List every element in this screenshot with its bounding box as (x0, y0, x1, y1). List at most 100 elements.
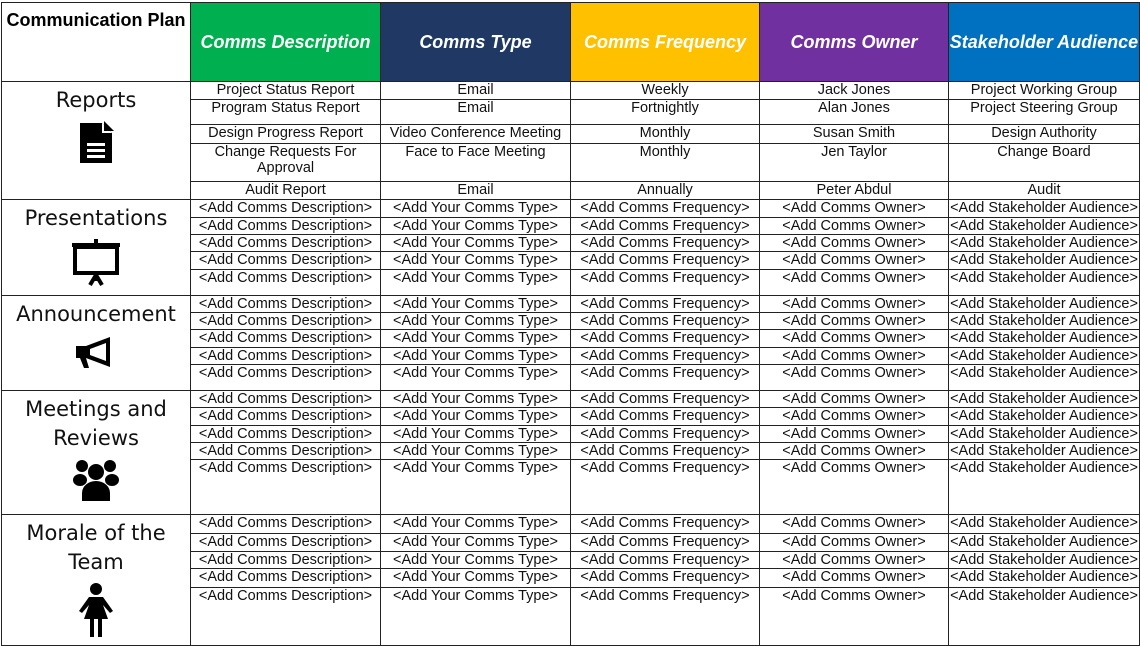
cell-audience[interactable]: <Add Stakeholder Audience> (948, 312, 1140, 330)
cell-audience[interactable]: <Add Stakeholder Audience> (948, 550, 1140, 570)
cell-type[interactable]: <Add Your Comms Type> (380, 550, 571, 570)
cell-owner[interactable]: <Add Comms Owner> (759, 390, 949, 408)
cell-audience[interactable]: <Add Stakeholder Audience> (948, 234, 1140, 252)
cell-frequency[interactable]: Monthly (570, 143, 760, 182)
cell-owner[interactable]: <Add Comms Owner> (759, 347, 949, 365)
cell-type[interactable]: <Add Your Comms Type> (380, 251, 571, 270)
cell-frequency[interactable]: <Add Comms Frequency> (570, 532, 760, 552)
cell-type[interactable]: Face to Face Meeting (380, 143, 571, 182)
cell-frequency[interactable]: <Add Comms Frequency> (570, 347, 760, 365)
cell-description[interactable]: <Add Comms Description> (190, 390, 381, 408)
cell-owner[interactable]: <Add Comms Owner> (759, 425, 949, 443)
cell-frequency[interactable]: <Add Comms Frequency> (570, 251, 760, 270)
cell-type[interactable]: <Add Your Comms Type> (380, 407, 571, 426)
cell-type[interactable]: <Add Your Comms Type> (380, 329, 571, 348)
cell-description[interactable]: <Add Comms Description> (190, 550, 381, 570)
cell-type[interactable]: <Add Your Comms Type> (380, 234, 571, 252)
cell-frequency[interactable]: <Add Comms Frequency> (570, 329, 760, 348)
cell-description[interactable]: <Add Comms Description> (190, 532, 381, 552)
cell-owner[interactable]: <Add Comms Owner> (759, 459, 949, 515)
cell-description[interactable]: <Add Comms Description> (190, 514, 381, 534)
cell-frequency[interactable]: <Add Comms Frequency> (570, 459, 760, 515)
cell-owner[interactable]: <Add Comms Owner> (759, 312, 949, 330)
cell-description[interactable]: Audit Report (190, 181, 381, 200)
cell-description[interactable]: Project Status Report (190, 81, 381, 100)
cell-description[interactable]: <Add Comms Description> (190, 312, 381, 330)
cell-description[interactable]: <Add Comms Description> (190, 425, 381, 443)
cell-description[interactable]: <Add Comms Description> (190, 364, 381, 391)
cell-frequency[interactable]: <Add Comms Frequency> (570, 234, 760, 252)
cell-owner[interactable]: <Add Comms Owner> (759, 550, 949, 570)
cell-description[interactable]: <Add Comms Description> (190, 329, 381, 348)
cell-owner[interactable]: <Add Comms Owner> (759, 587, 949, 646)
cell-frequency[interactable]: <Add Comms Frequency> (570, 514, 760, 534)
cell-audience[interactable]: <Add Stakeholder Audience> (948, 199, 1140, 218)
cell-type[interactable]: <Add Your Comms Type> (380, 347, 571, 365)
cell-type[interactable]: Email (380, 99, 571, 125)
cell-owner[interactable]: <Add Comms Owner> (759, 199, 949, 218)
cell-description[interactable]: <Add Comms Description> (190, 217, 381, 235)
cell-description[interactable]: <Add Comms Description> (190, 459, 381, 515)
cell-owner[interactable]: <Add Comms Owner> (759, 329, 949, 348)
cell-audience[interactable]: <Add Stakeholder Audience> (948, 364, 1140, 391)
cell-audience[interactable]: <Add Stakeholder Audience> (948, 442, 1140, 460)
cell-owner[interactable]: <Add Comms Owner> (759, 364, 949, 391)
cell-owner[interactable]: Susan Smith (759, 124, 949, 144)
cell-owner[interactable]: Peter Abdul (759, 181, 949, 200)
cell-frequency[interactable]: <Add Comms Frequency> (570, 199, 760, 218)
cell-frequency[interactable]: <Add Comms Frequency> (570, 407, 760, 426)
cell-owner[interactable]: Jack Jones (759, 81, 949, 100)
cell-frequency[interactable]: Monthly (570, 124, 760, 144)
cell-owner[interactable]: <Add Comms Owner> (759, 514, 949, 534)
cell-owner[interactable]: <Add Comms Owner> (759, 251, 949, 270)
cell-type[interactable]: <Add Your Comms Type> (380, 217, 571, 235)
cell-frequency[interactable]: <Add Comms Frequency> (570, 550, 760, 570)
cell-owner[interactable]: <Add Comms Owner> (759, 234, 949, 252)
cell-owner[interactable]: <Add Comms Owner> (759, 532, 949, 552)
cell-type[interactable]: Email (380, 181, 571, 200)
cell-type[interactable]: <Add Your Comms Type> (380, 459, 571, 515)
cell-description[interactable]: <Add Comms Description> (190, 442, 381, 460)
cell-audience[interactable]: <Add Stakeholder Audience> (948, 407, 1140, 426)
cell-frequency[interactable]: <Add Comms Frequency> (570, 425, 760, 443)
cell-frequency[interactable]: Fortnightly (570, 99, 760, 125)
cell-owner[interactable]: <Add Comms Owner> (759, 295, 949, 313)
cell-type[interactable]: <Add Your Comms Type> (380, 514, 571, 534)
cell-frequency[interactable]: <Add Comms Frequency> (570, 587, 760, 646)
cell-type[interactable]: <Add Your Comms Type> (380, 312, 571, 330)
cell-owner[interactable]: <Add Comms Owner> (759, 217, 949, 235)
cell-audience[interactable]: Project Working Group (948, 81, 1140, 100)
cell-description[interactable]: <Add Comms Description> (190, 234, 381, 252)
cell-audience[interactable]: Project Steering Group (948, 99, 1140, 125)
cell-audience[interactable]: Change Board (948, 143, 1140, 182)
cell-audience[interactable]: Design Authority (948, 124, 1140, 144)
cell-audience[interactable]: <Add Stakeholder Audience> (948, 425, 1140, 443)
cell-type[interactable]: <Add Your Comms Type> (380, 532, 571, 552)
cell-description[interactable]: <Add Comms Description> (190, 568, 381, 589)
cell-frequency[interactable]: <Add Comms Frequency> (570, 312, 760, 330)
cell-type[interactable]: <Add Your Comms Type> (380, 587, 571, 646)
cell-audience[interactable]: <Add Stakeholder Audience> (948, 514, 1140, 534)
cell-audience[interactable]: <Add Stakeholder Audience> (948, 329, 1140, 348)
cell-type[interactable]: <Add Your Comms Type> (380, 390, 571, 408)
cell-frequency[interactable]: Weekly (570, 81, 760, 100)
cell-type[interactable]: <Add Your Comms Type> (380, 442, 571, 460)
cell-frequency[interactable]: Annually (570, 181, 760, 200)
cell-description[interactable]: Design Progress Report (190, 124, 381, 144)
cell-type[interactable]: <Add Your Comms Type> (380, 568, 571, 589)
cell-description[interactable]: <Add Comms Description> (190, 295, 381, 313)
cell-type[interactable]: <Add Your Comms Type> (380, 425, 571, 443)
cell-type[interactable]: <Add Your Comms Type> (380, 269, 571, 296)
cell-frequency[interactable]: <Add Comms Frequency> (570, 217, 760, 235)
cell-owner[interactable]: <Add Comms Owner> (759, 442, 949, 460)
cell-audience[interactable]: <Add Stakeholder Audience> (948, 251, 1140, 270)
cell-description[interactable]: <Add Comms Description> (190, 199, 381, 218)
cell-owner[interactable]: Alan Jones (759, 99, 949, 125)
cell-type[interactable]: Video Conference Meeting (380, 124, 571, 144)
cell-audience[interactable]: <Add Stakeholder Audience> (948, 217, 1140, 235)
cell-type[interactable]: <Add Your Comms Type> (380, 295, 571, 313)
cell-type[interactable]: <Add Your Comms Type> (380, 364, 571, 391)
cell-audience[interactable]: <Add Stakeholder Audience> (948, 459, 1140, 515)
cell-description[interactable]: <Add Comms Description> (190, 347, 381, 365)
cell-owner[interactable]: Jen Taylor (759, 143, 949, 182)
